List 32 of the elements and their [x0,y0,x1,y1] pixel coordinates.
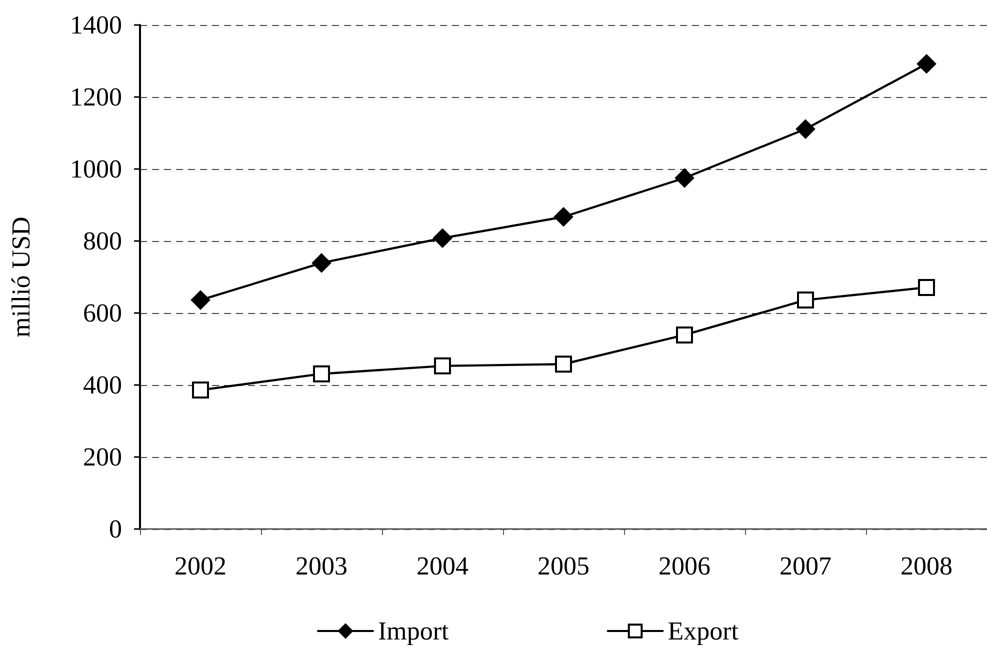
point [434,357,451,374]
point [192,382,209,399]
x-tick-label: 2002 [174,552,226,580]
y-tick-label: 1000 [70,154,122,184]
y-tick-label: 400 [83,370,122,400]
point [797,292,814,309]
x-tick-label: 2006 [658,552,710,580]
point [796,120,815,139]
point [313,365,330,382]
point [554,207,573,226]
legend-label: Import [378,616,450,646]
point [917,54,936,74]
y-tick-label: 200 [83,442,122,472]
point [675,168,694,188]
y-tick-label: 0 [109,514,122,544]
x-tick-label: 2008 [900,552,952,580]
y-tick-label: 600 [83,298,122,328]
point [433,228,452,248]
x-tick-label: 2005 [538,552,590,580]
y-tick-label: 1200 [70,82,122,112]
x-tick-label: 2004 [416,552,468,580]
y-tick-label: 800 [83,226,122,256]
legend-label: Export [668,616,740,646]
point [191,290,210,310]
y-tick-label: 1400 [70,10,122,40]
point [676,326,693,344]
point [918,278,935,296]
point [312,253,331,272]
x-tick-label: 2007 [780,552,832,580]
x-tick-label: 2003 [296,552,348,580]
point [555,356,572,373]
y-axis-title: millió USD [6,216,36,338]
